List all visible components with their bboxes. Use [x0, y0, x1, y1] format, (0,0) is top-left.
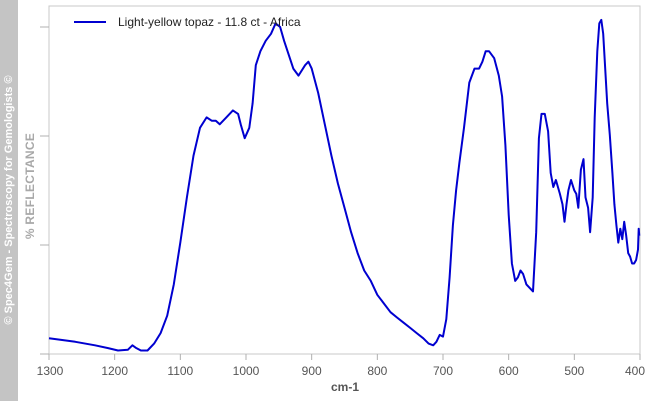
y-ticks	[40, 26, 49, 355]
x-tick-label: 400	[625, 364, 645, 378]
x-tick-label: 900	[302, 364, 322, 378]
watermark-sidebar: © Spec4Gem - Spectroscopy for Gemologist…	[0, 0, 18, 401]
x-tick-label: 1300	[37, 364, 64, 378]
x-ticks: 1300 1200 1100 1000 900 800 700 600 500 400	[37, 354, 645, 378]
x-tick-label: 1100	[167, 364, 193, 378]
x-tick-label: 600	[499, 364, 519, 378]
x-axis-label: cm-1	[331, 380, 359, 394]
series-line	[48, 18, 641, 352]
x-tick-label: 800	[367, 364, 387, 378]
legend-label: Light-yellow topaz - 11.8 ct - Africa	[118, 15, 301, 29]
x-tick-label: 700	[433, 364, 453, 378]
series-layer	[48, 18, 641, 352]
x-tick-label: 1000	[233, 364, 260, 378]
x-tick-label: 1200	[101, 364, 128, 378]
legend: Light-yellow topaz - 11.8 ct - Africa	[74, 15, 301, 29]
plot-frame	[48, 5, 641, 355]
x-tick-label: 500	[564, 364, 584, 378]
